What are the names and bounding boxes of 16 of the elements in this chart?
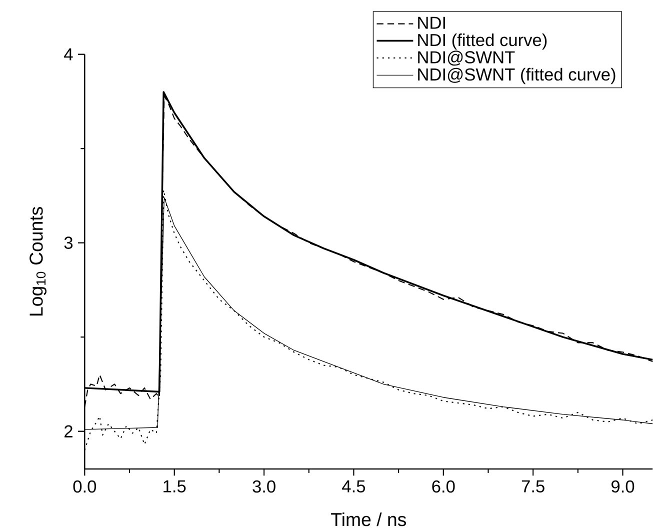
legend-label: NDI@SWNT (418, 50, 515, 66)
legend-label: NDI (418, 16, 445, 29)
x-tick-label: 7.5 (522, 480, 544, 492)
y-tick-label: 2 (64, 425, 72, 438)
x-tick-label: 9.0 (612, 480, 634, 493)
y-tick-label: 4 (64, 48, 73, 60)
x-tick-label: 4.5 (342, 480, 366, 492)
y-axis-title: Log$_{10}$ Counts (30, 207, 46, 316)
legend-label: NDI@SWNT (fitted curve) (418, 68, 616, 84)
x-tick-label: 6.0 (432, 480, 455, 493)
x-tick-label: 3.0 (252, 480, 276, 493)
x-axis-title: Time / ns (331, 512, 406, 526)
legend-label: NDI (fitted curve) (418, 33, 547, 50)
y-tick-label: 3 (64, 236, 73, 249)
x-tick-label: 1.5 (164, 480, 186, 492)
x-tick-label: 0.0 (73, 480, 96, 493)
